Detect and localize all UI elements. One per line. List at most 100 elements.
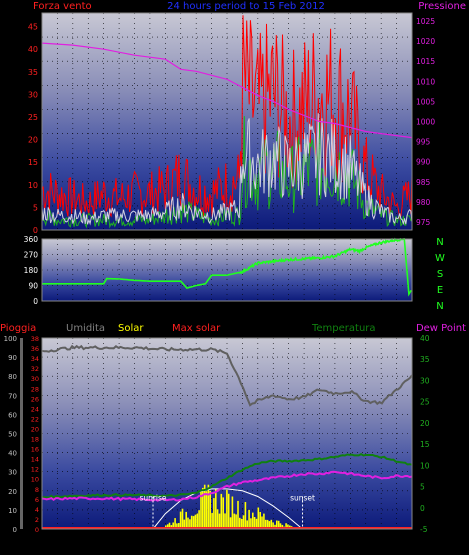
rain-y-tick: 6 [35, 496, 39, 504]
weather-panel-border [41, 337, 413, 530]
humidity-line [41, 344, 413, 407]
solar-bar [183, 519, 186, 529]
solar-bar [239, 517, 241, 529]
solar-bar [181, 508, 184, 529]
solar-bar [185, 511, 187, 529]
temperature-line [41, 452, 413, 499]
solar-bar [202, 487, 204, 529]
rain-y-tick: 2 [35, 516, 39, 524]
dewpoint-line [41, 470, 413, 502]
wind-y-tick: 25 [28, 113, 38, 122]
rain-y-tick: 28 [31, 385, 39, 393]
pressure-line [41, 42, 413, 139]
weather-x-tick: 06 [130, 538, 140, 547]
solar-bar [229, 517, 232, 529]
direction-ticks: 0 90 180 270 360 [24, 235, 39, 306]
solar-bar [250, 518, 252, 529]
solar-bar [261, 516, 263, 529]
temperature-y-tick: 40 [420, 334, 430, 343]
solar-bar [168, 522, 171, 529]
solar-bar [285, 523, 287, 529]
solar-bar [189, 519, 191, 529]
pressure-y-tick: 1015 [416, 57, 435, 66]
humidity-y-tick: 60 [8, 411, 17, 419]
direction-y-tick: 270 [24, 251, 39, 260]
pressure-y-tick: 1000 [416, 118, 435, 127]
pressure-title: Pressione [418, 1, 466, 12]
humidity-y-tick: 0 [13, 526, 17, 534]
solar-bar [192, 516, 195, 529]
wind-x-tick: 08 [161, 233, 171, 242]
wind-y-tick: 30 [28, 90, 38, 99]
humidity-y-tick: 20 [8, 488, 17, 496]
solar-bar [287, 524, 289, 529]
solar-bar [277, 520, 280, 529]
solar-bar [244, 502, 247, 529]
rain-y-tick: 20 [31, 425, 39, 433]
direction-data [42, 237, 412, 297]
weather-x-tick: 20 [346, 538, 356, 547]
solar-bar [215, 488, 217, 529]
pressure-y-tick: 1020 [416, 37, 435, 46]
solar-bar [263, 513, 265, 529]
rain-y-tick: 18 [31, 436, 39, 444]
solar-bar [222, 497, 224, 529]
rain-y-tick: 10 [31, 476, 39, 484]
pressure-y-tick: 985 [416, 178, 431, 187]
solar-bar [194, 514, 197, 529]
solar-bar [274, 524, 276, 529]
rain-y-tick: 22 [31, 415, 39, 423]
temperature-y-tick: 35 [420, 355, 430, 364]
solar-bar [203, 484, 206, 529]
solar-bar [172, 522, 174, 529]
pressure-y-tick: 1025 [416, 17, 435, 26]
rain-y-tick: 24 [31, 405, 39, 413]
weather-x-tick: 18 [315, 538, 325, 547]
rain-y-tick: 38 [31, 335, 39, 343]
wind-x-tick: 02 [68, 233, 78, 242]
weather-ticks: 0102030405060708090100024681012141618202… [4, 334, 430, 547]
humidity-y-tick: 40 [8, 450, 17, 458]
wind-ticks: 0510152025303540459759809859909951000100… [28, 17, 436, 242]
compass-letter: E [437, 285, 443, 296]
sunset-label: sunset [290, 493, 315, 502]
solar-bar [237, 500, 239, 529]
wind-x-tick: 12 [222, 233, 232, 242]
solar-bar [279, 523, 282, 529]
solar-bar [264, 519, 267, 529]
solar-bar [187, 517, 189, 529]
solar-bar [246, 520, 248, 529]
solar-bar [257, 507, 260, 529]
solar-bar [272, 522, 274, 529]
humidity-y-tick: 70 [8, 392, 17, 400]
solar-bar [276, 520, 278, 529]
solar-bar [233, 513, 236, 529]
solar-bar [266, 519, 269, 529]
rain-y-tick: 12 [31, 466, 39, 474]
wind-y-tick: 5 [33, 203, 38, 212]
compass-letter: N [436, 301, 443, 312]
solar-bar [231, 496, 234, 529]
direction-panel-border [41, 238, 413, 302]
period-title: 24 hours period to 15 Feb 2012 [167, 1, 325, 12]
humidity-y-tick: 90 [8, 354, 17, 362]
solar-bar [216, 509, 219, 529]
solar-bar [252, 512, 254, 529]
wind-x-tick: 22 [376, 233, 386, 242]
wind-data [41, 15, 413, 229]
pressure-y-tick: 995 [416, 138, 431, 147]
solar-bar [190, 515, 193, 529]
solar-bar [259, 512, 261, 529]
rain-y-tick: 34 [31, 355, 39, 363]
rain-y-tick: 0 [35, 526, 39, 534]
pressure-y-tick: 980 [416, 198, 431, 207]
weather-x-tick: 02 [68, 538, 78, 547]
temperature-y-tick: 10 [420, 461, 430, 470]
solar-bar [205, 491, 208, 529]
wind-y-tick: 35 [28, 68, 38, 77]
direction-y-tick: 0 [33, 297, 38, 306]
weather-x-tick: sunrise [154, 539, 178, 547]
humidity-y-tick: 100 [4, 335, 17, 343]
solar-bar [178, 523, 180, 529]
